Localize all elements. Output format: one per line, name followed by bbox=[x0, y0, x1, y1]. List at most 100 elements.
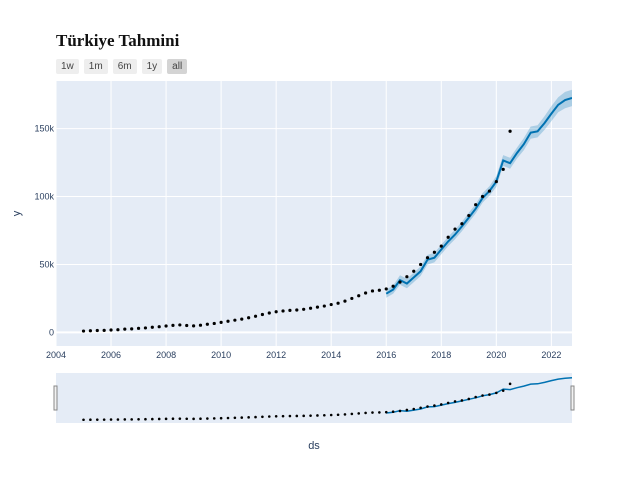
range-slider-point bbox=[350, 412, 354, 416]
range-slider-point bbox=[295, 414, 299, 418]
range-slider-point bbox=[302, 414, 305, 418]
range-slider-point bbox=[144, 417, 147, 421]
data-point bbox=[432, 250, 436, 254]
data-point bbox=[343, 299, 347, 303]
range-button-1w[interactable]: 1w bbox=[56, 59, 79, 74]
data-point bbox=[88, 329, 92, 333]
range-slider-forecast-line bbox=[386, 377, 573, 414]
range-slider-point bbox=[419, 406, 422, 410]
data-point bbox=[336, 301, 340, 305]
range-slider-point bbox=[109, 418, 113, 421]
x-tick-label: 2016 bbox=[376, 350, 396, 360]
range-slider-point bbox=[323, 413, 326, 417]
range-button-1y[interactable]: 1y bbox=[141, 59, 163, 74]
data-point bbox=[384, 287, 388, 291]
range-slider-point bbox=[206, 417, 209, 420]
range-slider-point bbox=[508, 382, 512, 386]
range-slider-point bbox=[329, 413, 333, 417]
data-point bbox=[143, 326, 148, 330]
range-slider-point bbox=[233, 416, 237, 420]
data-point bbox=[123, 327, 127, 331]
x-tick-label: 2006 bbox=[101, 350, 121, 360]
range-button-1m[interactable]: 1m bbox=[83, 59, 108, 74]
data-point bbox=[467, 213, 471, 218]
data-point bbox=[260, 312, 264, 317]
range-slider-point bbox=[123, 418, 127, 421]
range-slider-point bbox=[157, 417, 161, 421]
data-point bbox=[102, 328, 106, 332]
range-slider-point bbox=[151, 417, 154, 421]
data-point bbox=[487, 189, 492, 193]
data-point bbox=[480, 194, 485, 199]
range-slider-point bbox=[398, 409, 402, 413]
data-point bbox=[116, 328, 120, 332]
data-point bbox=[315, 305, 320, 309]
data-point bbox=[219, 320, 223, 324]
range-slider-point bbox=[261, 415, 264, 419]
range-slider-point bbox=[336, 413, 340, 417]
range-slider-point bbox=[384, 410, 388, 414]
range-selector: 1w 1m 6m 1y all bbox=[56, 59, 188, 74]
range-slider-point bbox=[364, 411, 367, 415]
data-point bbox=[164, 324, 168, 328]
data-point bbox=[308, 306, 313, 310]
data-point bbox=[267, 311, 271, 315]
y-tick-label: 100k bbox=[34, 192, 54, 202]
data-point bbox=[130, 327, 134, 331]
plot-background bbox=[56, 81, 572, 346]
data-point bbox=[439, 244, 443, 248]
range-slider-point bbox=[391, 410, 395, 413]
data-point bbox=[370, 289, 375, 293]
forecast-line bbox=[385, 97, 572, 295]
data-point bbox=[81, 329, 86, 333]
x-tick-label: 2012 bbox=[266, 350, 286, 360]
data-point bbox=[295, 308, 299, 312]
y-axis-title: y bbox=[11, 210, 23, 216]
data-point bbox=[391, 284, 395, 288]
data-point bbox=[322, 304, 326, 308]
range-slider-point bbox=[453, 400, 457, 403]
range-slider-point bbox=[192, 417, 195, 421]
range-slider-point bbox=[212, 417, 216, 420]
range-slider-point bbox=[446, 401, 450, 405]
range-slider-point bbox=[95, 418, 99, 421]
data-point bbox=[150, 325, 154, 329]
range-slider-point bbox=[267, 415, 271, 418]
data-point bbox=[253, 314, 258, 318]
range-button-6m[interactable]: 6m bbox=[112, 59, 137, 74]
data-point bbox=[357, 294, 361, 298]
data-point bbox=[136, 326, 141, 330]
range-slider-point bbox=[185, 417, 189, 421]
y-tick-label: 0 bbox=[49, 327, 54, 337]
x-tick-label: 2008 bbox=[156, 350, 176, 360]
x-tick-label: 2004 bbox=[46, 350, 66, 360]
data-point bbox=[205, 322, 209, 326]
range-slider-point bbox=[412, 407, 416, 411]
range-slider-point bbox=[501, 389, 505, 392]
data-point bbox=[302, 307, 306, 311]
data-point bbox=[460, 222, 464, 226]
data-point bbox=[377, 288, 381, 292]
data-point bbox=[171, 323, 175, 327]
range-slider-left-handle[interactable] bbox=[53, 385, 58, 411]
range-slider-point bbox=[247, 416, 250, 419]
data-point bbox=[109, 328, 113, 332]
data-point bbox=[178, 323, 182, 327]
data-point bbox=[419, 262, 423, 267]
data-point bbox=[364, 291, 368, 295]
data-point bbox=[95, 328, 99, 333]
range-slider-right-handle[interactable] bbox=[570, 385, 575, 411]
x-tick-label: 2014 bbox=[321, 350, 341, 360]
range-slider-point bbox=[219, 416, 223, 420]
y-tick-label: 150k bbox=[34, 124, 54, 134]
data-point bbox=[398, 280, 402, 284]
range-button-all[interactable]: all bbox=[167, 59, 188, 74]
range-slider-point bbox=[495, 391, 498, 395]
data-point bbox=[198, 323, 203, 327]
range-slider-point bbox=[89, 418, 92, 422]
data-point bbox=[226, 319, 230, 323]
data-point bbox=[425, 256, 430, 260]
plot-series-group bbox=[81, 89, 572, 333]
range-slider-point bbox=[130, 418, 133, 421]
range-slider-point bbox=[137, 417, 140, 421]
